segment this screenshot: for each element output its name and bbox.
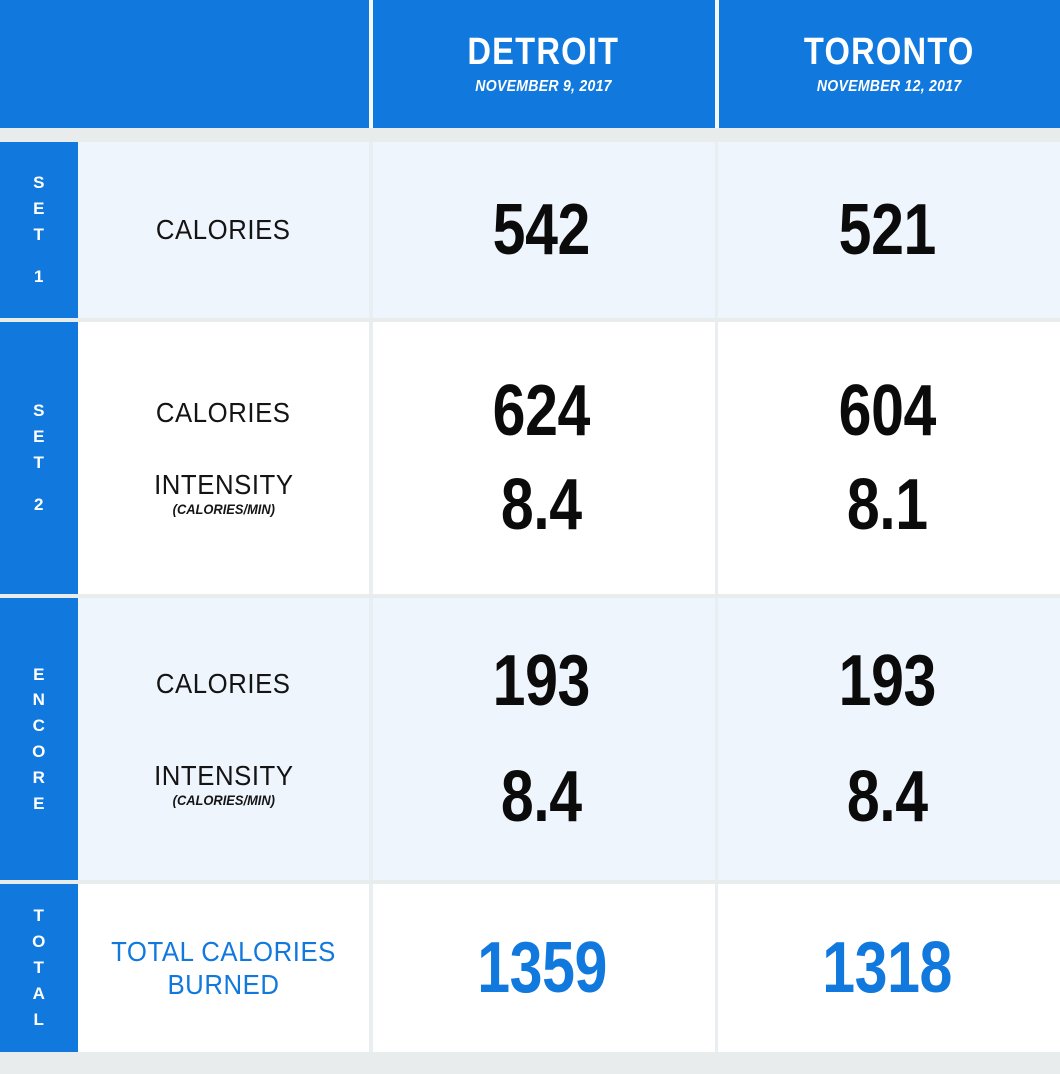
row-tab-letter: T <box>33 958 45 978</box>
value-intensity: 8.4 <box>846 757 928 837</box>
row-tab-letter: T <box>33 225 45 244</box>
value-cell-toronto: 604 8.1 <box>714 322 1060 594</box>
metric-label-intensity: INTENSITY <box>153 759 294 791</box>
value-calories: 193 <box>493 641 591 721</box>
metric-sublabel-intensity-unit: (CALORIES/MIN) <box>172 791 275 808</box>
value-intensity: 8.4 <box>501 465 583 545</box>
header-column-detroit: DETROIT NOVEMBER 9, 2017 <box>373 0 715 128</box>
metric-block: INTENSITY (CALORIES/MIN) <box>148 468 300 518</box>
value-intensity: 8.1 <box>846 465 928 545</box>
row-tab-encore: E N C O R E <box>0 598 78 880</box>
header-city-detroit: DETROIT <box>467 31 620 73</box>
table-body: S E T 1 CALORIES 542 521 S E T <box>0 142 1060 1052</box>
header-date-detroit: NOVEMBER 9, 2017 <box>475 78 612 95</box>
row-tab-letter: A <box>32 983 46 1003</box>
row-tab-letter: E <box>33 427 45 447</box>
header-date-toronto: NOVEMBER 12, 2017 <box>816 78 962 95</box>
value-calories: 624 <box>493 371 591 451</box>
row-tab-letter: T <box>33 453 45 472</box>
value-cell-detroit: 1359 <box>369 884 715 1052</box>
value-cell-detroit: 542 <box>369 142 715 318</box>
row-tab-letter: S <box>33 401 45 421</box>
value-calories: 193 <box>838 641 937 721</box>
value-cell-toronto: 521 <box>714 142 1060 318</box>
metric-label-total-calories-burned: TOTAL CALORIES BURNED <box>111 935 336 1000</box>
row-tab-letter: R <box>32 767 46 787</box>
table-row: S E T 2 CALORIES INTENSITY (CALORIES/MIN… <box>0 322 1060 594</box>
value-calories: 521 <box>838 190 937 270</box>
row-metric-labels: CALORIES INTENSITY (CALORIES/MIN) <box>78 598 369 880</box>
value-cell-detroit: 624 8.4 <box>369 322 715 594</box>
table-header: DETROIT NOVEMBER 9, 2017 TORONTO NOVEMBE… <box>0 0 1060 128</box>
table-row: E N C O R E CALORIES INTENSITY (CALORIES… <box>0 598 1060 880</box>
metric-block: CALORIES <box>150 397 296 429</box>
table-row: T O T A L TOTAL CALORIES BURNED 1359 131… <box>0 884 1060 1052</box>
metric-label-calories: CALORIES <box>156 397 291 429</box>
table-row: S E T 1 CALORIES 542 521 <box>0 142 1060 318</box>
metric-sublabel-intensity-unit: (CALORIES/MIN) <box>172 500 275 517</box>
row-tab-letter: E <box>33 664 45 684</box>
row-tab-letter: O <box>32 742 46 761</box>
row-tab-letter: O <box>32 932 46 952</box>
value-cell-detroit: 193 8.4 <box>369 598 715 880</box>
row-metric-labels: TOTAL CALORIES BURNED <box>78 884 369 1052</box>
value-intensity: 8.4 <box>501 757 583 837</box>
header-city-toronto: TORONTO <box>803 31 975 73</box>
row-tab-letter: N <box>32 690 46 710</box>
row-tab-letter: T <box>33 906 45 926</box>
row-tab-letter: L <box>33 1009 45 1029</box>
header-gap-divider <box>369 0 373 128</box>
value-cell-toronto: 193 8.4 <box>714 598 1060 880</box>
metric-block: CALORIES <box>150 668 296 700</box>
row-metric-labels: CALORIES <box>78 142 369 318</box>
row-tab-letter: S <box>33 173 45 193</box>
header-column-divider <box>714 0 719 128</box>
metric-label-calories: CALORIES <box>156 668 291 700</box>
row-tab-total: T O T A L <box>0 884 78 1052</box>
row-tab-letter: E <box>33 793 45 813</box>
row-tab-set-2: S E T 2 <box>0 322 78 594</box>
value-cell-toronto: 1318 <box>714 884 1060 1052</box>
header-column-toronto: TORONTO NOVEMBER 12, 2017 <box>718 0 1060 128</box>
row-tab-letter: E <box>33 199 45 219</box>
row-tab-letter: 2 <box>34 494 44 514</box>
value-calories: 542 <box>493 190 591 270</box>
metric-label-intensity: INTENSITY <box>153 468 294 500</box>
value-total-calories: 1359 <box>476 928 607 1008</box>
row-metric-labels: CALORIES INTENSITY (CALORIES/MIN) <box>78 322 369 594</box>
metric-block: TOTAL CALORIES BURNED <box>78 935 369 1001</box>
value-calories: 604 <box>838 371 937 451</box>
row-tab-letter: C <box>32 716 46 736</box>
metric-label-calories: CALORIES <box>156 214 291 246</box>
header-corner-blank <box>0 0 369 128</box>
row-tab-letter: 1 <box>34 266 44 286</box>
value-total-calories: 1318 <box>822 928 953 1008</box>
metric-block: INTENSITY (CALORIES/MIN) <box>148 759 300 809</box>
metric-block: CALORIES <box>150 214 296 246</box>
row-tab-set-1: S E T 1 <box>0 142 78 318</box>
